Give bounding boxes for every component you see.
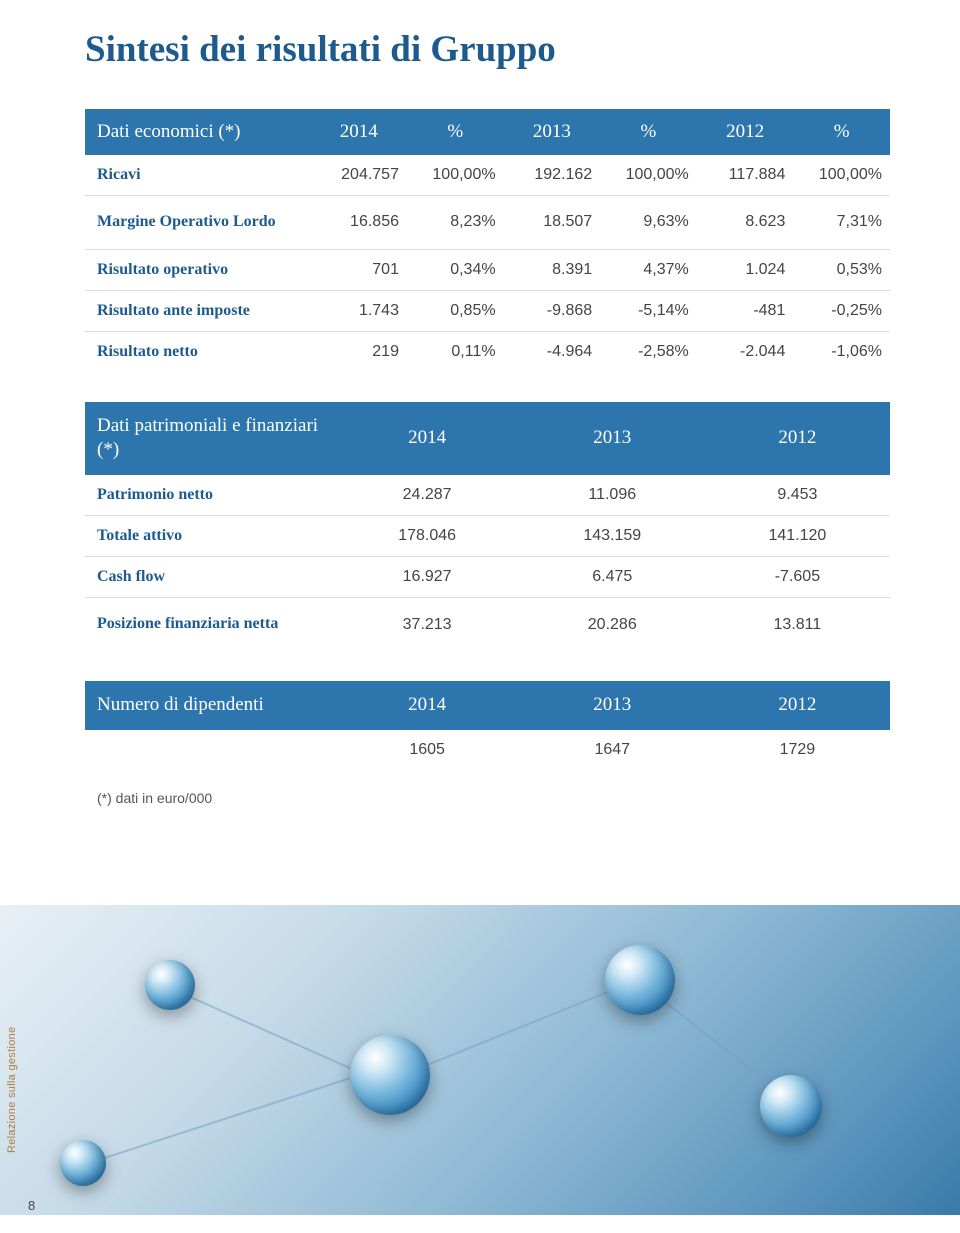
cell-value: 8,23% <box>407 195 504 249</box>
col-header: 2013 <box>520 681 705 730</box>
col-header: % <box>793 109 890 155</box>
cell-value: -2.044 <box>697 331 794 372</box>
table-dati-economici: Dati economici (*) 2014 % 2013 % 2012 % … <box>85 109 890 372</box>
cell-value: 37.213 <box>335 597 520 651</box>
cell-value: -7.605 <box>705 556 890 597</box>
page-title: Sintesi dei risultati di Gruppo <box>85 28 890 71</box>
cell-value: -2,58% <box>600 331 697 372</box>
cell-value: 1647 <box>520 730 705 770</box>
side-label: Relazione sulla gestione <box>6 1027 18 1153</box>
cell-value: 8.391 <box>504 249 601 290</box>
col-header: 2013 <box>520 402 705 475</box>
cell-value: -4.964 <box>504 331 601 372</box>
col-header: % <box>600 109 697 155</box>
table-row: Margine Operativo Lordo16.8568,23%18.507… <box>85 195 890 249</box>
row-label: Risultato netto <box>85 331 310 372</box>
table-row: Risultato operativo7010,34%8.3914,37%1.0… <box>85 249 890 290</box>
col-header: 2012 <box>705 681 890 730</box>
cell-value: -481 <box>697 290 794 331</box>
cell-value: 1.743 <box>310 290 407 331</box>
cell-value: 11.096 <box>520 475 705 515</box>
col-header: 2014 <box>335 681 520 730</box>
cell-value: 141.120 <box>705 515 890 556</box>
col-header: 2014 <box>335 402 520 475</box>
col-header: Numero di dipendenti <box>85 681 335 730</box>
cell-value: 24.287 <box>335 475 520 515</box>
table-row: Patrimonio netto24.28711.0969.453 <box>85 475 890 515</box>
table-header-row: Dati economici (*) 2014 % 2013 % 2012 % <box>85 109 890 155</box>
table-header-row: Numero di dipendenti 2014 2013 2012 <box>85 681 890 730</box>
cell-value: -9.868 <box>504 290 601 331</box>
cell-value: 13.811 <box>705 597 890 651</box>
cell-value: 0,85% <box>407 290 504 331</box>
row-label <box>85 730 335 770</box>
cell-value: 204.757 <box>310 155 407 195</box>
cell-value: -1,06% <box>793 331 890 372</box>
table-row: Cash flow16.9276.475-7.605 <box>85 556 890 597</box>
cell-value: 4,37% <box>600 249 697 290</box>
row-label: Patrimonio netto <box>85 475 335 515</box>
col-header: % <box>407 109 504 155</box>
row-label: Risultato ante imposte <box>85 290 310 331</box>
table-row: 160516471729 <box>85 730 890 770</box>
cell-value: 16.856 <box>310 195 407 249</box>
table-header-row: Dati patrimoniali e finanziari (*) 2014 … <box>85 402 890 475</box>
decorative-image <box>0 905 960 1215</box>
row-label: Totale attivo <box>85 515 335 556</box>
table-row: Posizione finanziaria netta37.21320.2861… <box>85 597 890 651</box>
table-row: Ricavi204.757100,00%192.162100,00%117.88… <box>85 155 890 195</box>
cell-value: 100,00% <box>793 155 890 195</box>
cell-value: 6.475 <box>520 556 705 597</box>
cell-value: 0,34% <box>407 249 504 290</box>
cell-value: 9,63% <box>600 195 697 249</box>
cell-value: 18.507 <box>504 195 601 249</box>
cell-value: 178.046 <box>335 515 520 556</box>
col-header: 2014 <box>310 109 407 155</box>
table-dati-patrimoniali: Dati patrimoniali e finanziari (*) 2014 … <box>85 402 890 651</box>
cell-value: 100,00% <box>407 155 504 195</box>
cell-value: 701 <box>310 249 407 290</box>
col-header: 2012 <box>705 402 890 475</box>
cell-value: -0,25% <box>793 290 890 331</box>
row-label: Margine Operativo Lordo <box>85 195 310 249</box>
cell-value: 1.024 <box>697 249 794 290</box>
cell-value: 1729 <box>705 730 890 770</box>
cell-value: 143.159 <box>520 515 705 556</box>
cell-value: 1605 <box>335 730 520 770</box>
col-header: Dati economici (*) <box>85 109 310 155</box>
col-header: Dati patrimoniali e finanziari (*) <box>85 402 335 475</box>
col-header: 2013 <box>504 109 601 155</box>
row-label: Cash flow <box>85 556 335 597</box>
cell-value: 192.162 <box>504 155 601 195</box>
cell-value: 20.286 <box>520 597 705 651</box>
col-header: 2012 <box>697 109 794 155</box>
table-row: Totale attivo178.046143.159141.120 <box>85 515 890 556</box>
cell-value: 7,31% <box>793 195 890 249</box>
cell-value: 0,53% <box>793 249 890 290</box>
cell-value: -5,14% <box>600 290 697 331</box>
table-row: Risultato netto2190,11%-4.964-2,58%-2.04… <box>85 331 890 372</box>
table-numero-dipendenti: Numero di dipendenti 2014 2013 2012 1605… <box>85 681 890 770</box>
row-label: Risultato operativo <box>85 249 310 290</box>
table-row: Risultato ante imposte1.7430,85%-9.868-5… <box>85 290 890 331</box>
footnote: (*) dati in euro/000 <box>85 790 890 806</box>
row-label: Ricavi <box>85 155 310 195</box>
cell-value: 117.884 <box>697 155 794 195</box>
cell-value: 16.927 <box>335 556 520 597</box>
cell-value: 219 <box>310 331 407 372</box>
cell-value: 9.453 <box>705 475 890 515</box>
page-number: 8 <box>28 1198 35 1213</box>
cell-value: 8.623 <box>697 195 794 249</box>
cell-value: 0,11% <box>407 331 504 372</box>
cell-value: 100,00% <box>600 155 697 195</box>
row-label: Posizione finanziaria netta <box>85 597 335 651</box>
